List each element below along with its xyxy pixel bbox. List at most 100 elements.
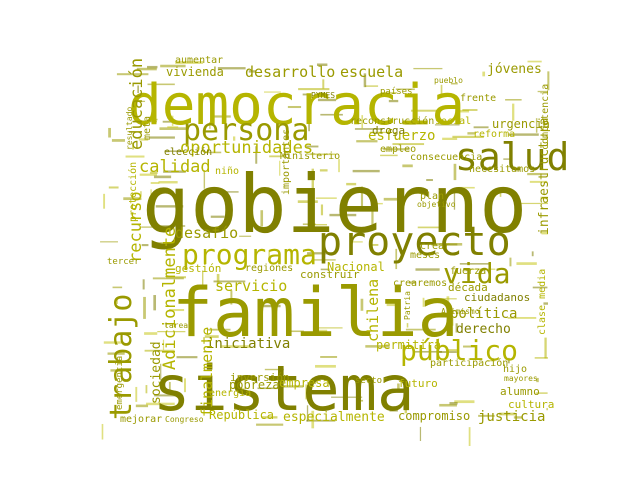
filler-mark	[315, 364, 336, 368]
filler-mark	[364, 85, 379, 87]
cloud-word-eleccion: elección	[164, 146, 212, 158]
cloud-word-consecuencia: consecuencia	[410, 152, 482, 163]
cloud-word-gestion: gestión	[175, 262, 221, 275]
filler-mark	[213, 280, 246, 283]
filler-mark	[311, 223, 327, 226]
filler-mark	[146, 402, 175, 406]
filler-mark	[152, 277, 184, 280]
filler-mark	[144, 332, 158, 335]
filler-mark	[279, 160, 281, 176]
filler-mark	[383, 148, 410, 151]
cloud-word-droga: droga	[372, 124, 405, 137]
filler-mark	[147, 65, 158, 69]
filler-mark	[437, 351, 457, 353]
cloud-word-congreso: Congreso	[165, 415, 204, 424]
filler-mark	[125, 155, 145, 158]
filler-mark	[365, 345, 390, 348]
filler-mark	[159, 127, 186, 130]
cloud-word-futuro: futuro	[398, 377, 438, 390]
filler-mark	[363, 73, 367, 88]
filler-mark	[139, 173, 157, 176]
filler-mark	[154, 225, 186, 227]
filler-mark	[417, 226, 443, 229]
filler-mark	[499, 188, 502, 197]
filler-mark	[434, 124, 460, 126]
cloud-word-trabajo: trabajo	[104, 294, 139, 420]
filler-mark	[264, 91, 281, 93]
cloud-word-cultura: cultura	[508, 398, 554, 411]
filler-mark	[352, 241, 363, 243]
filler-mark	[264, 368, 284, 371]
cloud-word-esfuerzo: esfuerzo	[368, 128, 435, 144]
filler-mark	[439, 403, 457, 407]
filler-mark	[314, 329, 328, 333]
filler-mark	[508, 133, 539, 136]
filler-mark	[108, 127, 111, 138]
filler-mark	[308, 118, 310, 132]
cloud-word-fuerza: fuerza	[450, 266, 486, 277]
filler-mark	[140, 191, 142, 197]
filler-mark	[449, 402, 458, 405]
filler-mark	[149, 171, 158, 174]
filler-mark	[453, 188, 456, 210]
filler-mark	[447, 349, 458, 351]
filler-mark	[537, 90, 548, 93]
filler-mark	[356, 399, 364, 402]
filler-mark	[468, 427, 471, 447]
filler-mark	[143, 296, 146, 319]
filler-mark	[532, 286, 548, 289]
cloud-word-nacional: Nacional	[327, 260, 385, 274]
filler-mark	[306, 419, 336, 422]
cloud-word-vida: vida	[443, 257, 510, 290]
cloud-word-meses: meses	[410, 250, 440, 261]
cloud-word-mejorar: mejorar	[120, 414, 162, 425]
filler-mark	[404, 405, 408, 414]
filler-mark	[397, 383, 400, 392]
filler-mark	[459, 109, 470, 113]
filler-mark	[148, 118, 158, 121]
filler-mark	[529, 180, 548, 183]
cloud-word-ciudadanos: ciudadanos	[464, 291, 530, 304]
filler-words	[100, 60, 550, 447]
filler-mark	[239, 235, 252, 237]
filler-mark	[360, 186, 364, 207]
filler-mark	[248, 70, 257, 73]
filler-mark	[534, 357, 548, 359]
filler-mark	[454, 400, 475, 404]
filler-mark	[112, 286, 123, 289]
filler-mark	[302, 93, 310, 96]
cloud-word-empresa: empresa	[279, 376, 330, 390]
filler-mark	[298, 88, 330, 91]
filler-mark	[451, 317, 454, 326]
cloud-word-resultado: resultado	[125, 106, 134, 150]
cloud-word-paises: países	[380, 87, 413, 97]
filler-mark	[208, 328, 231, 331]
cloud-word-programa: programa	[182, 238, 317, 271]
filler-mark	[389, 409, 398, 412]
filler-mark	[507, 316, 537, 319]
filler-mark	[210, 215, 225, 218]
cloud-word-servicio: servicio	[215, 277, 287, 295]
cloud-word-pymes: PYMES	[311, 91, 335, 100]
filler-mark	[196, 206, 200, 224]
filler-mark	[252, 98, 255, 116]
filler-mark	[459, 263, 489, 265]
filler-mark	[162, 339, 165, 351]
filler-mark	[371, 209, 374, 228]
filler-mark	[527, 60, 542, 63]
filler-mark	[168, 309, 185, 312]
filler-mark	[453, 163, 457, 181]
filler-mark	[168, 381, 171, 395]
cloud-word-urgencia: urgencia	[492, 117, 550, 131]
filler-mark	[426, 179, 433, 182]
cloud-word-derecho: derecho	[456, 322, 511, 337]
filler-mark	[255, 146, 258, 164]
filler-mark	[148, 136, 175, 139]
filler-mark	[536, 377, 539, 383]
filler-mark	[160, 64, 186, 68]
filler-mark	[307, 382, 316, 385]
cloud-word-republica: República	[209, 408, 274, 422]
filler-mark	[546, 408, 548, 411]
filler-mark	[443, 190, 446, 201]
cloud-word-finalmente: finalmente	[198, 327, 216, 417]
